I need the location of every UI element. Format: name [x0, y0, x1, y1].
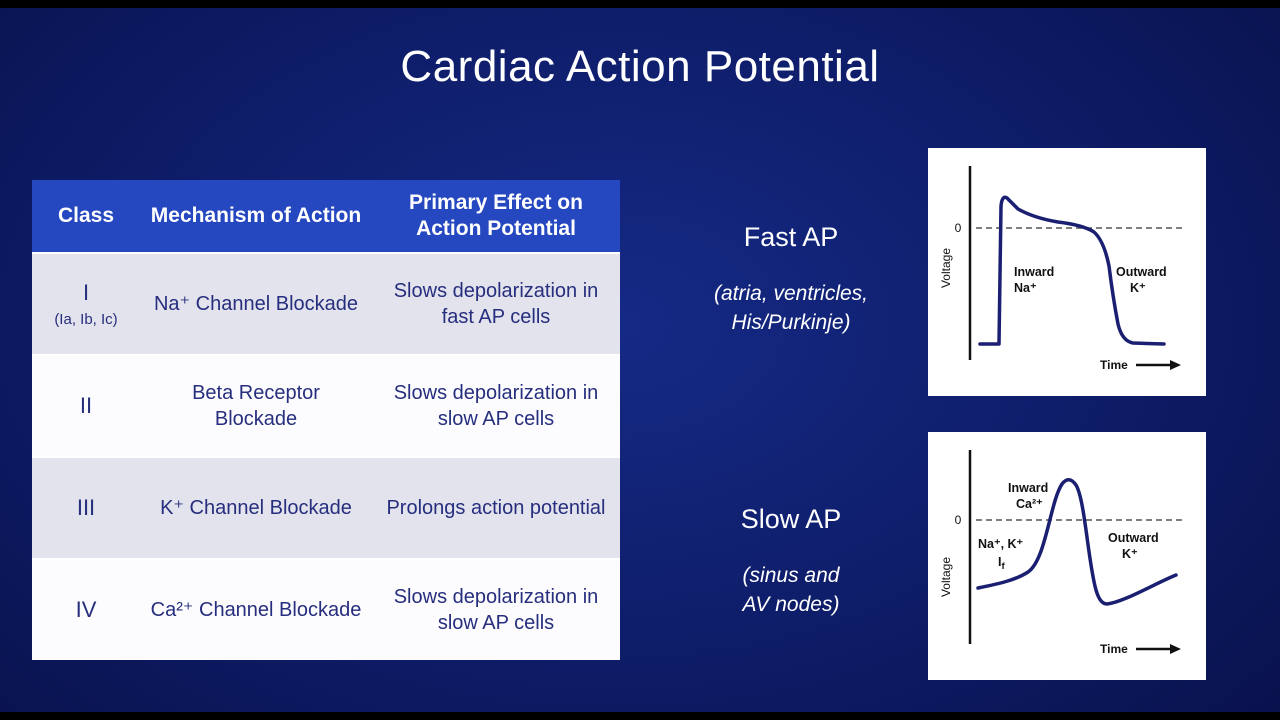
fast-ap-label-block: Fast AP (atria, ventricles, His/Purkinje… — [676, 222, 906, 338]
slow-ap-subtitle: (sinus and AV nodes) — [742, 564, 840, 617]
slow-ap-graph: Voltage 0 Na⁺, K⁺ If Inward Ca²⁺ Outward… — [939, 450, 1184, 656]
cell-mechanism: Na⁺ Channel Blockade — [153, 293, 358, 315]
fast-ap-graph-panel: Voltage 0 Inward Na⁺ Outward K⁺ Time — [928, 148, 1206, 396]
inward-na-label-line1: Inward — [1014, 265, 1054, 279]
slide-title: Cardiac Action Potential — [400, 42, 880, 91]
fast-ap-curve — [978, 195, 1166, 346]
cell-effect: Slows depolarization in slow AP cells — [393, 586, 599, 634]
time-arrow-head — [1170, 644, 1181, 654]
cell-mechanism: Beta Receptor Blockade — [192, 382, 320, 430]
y-axis-label: Voltage — [939, 248, 953, 288]
class-numeral: III — [76, 494, 96, 520]
time-axis-label: Time — [1100, 358, 1128, 372]
na-k-label: Na⁺, K⁺ — [978, 537, 1024, 551]
inward-ca-label-line2: Ca²⁺ — [1016, 497, 1043, 511]
antiarrhythmic-class-table: Class Mechanism of Action Primary Effect… — [32, 180, 620, 660]
table-row: II Beta Receptor Blockade Slows depolari… — [32, 354, 620, 456]
cell-class: III — [32, 486, 140, 531]
cell-effect: Slows depolarization in fast AP cells — [393, 280, 599, 328]
cell-effect: Slows depolarization in slow AP cells — [393, 382, 599, 430]
table-header-row: Class Mechanism of Action Primary Effect… — [32, 180, 620, 252]
y-axis-label: Voltage — [939, 557, 953, 597]
class-subtypes: (Ia, Ib, Ic) — [54, 310, 118, 328]
fast-ap-graph: Voltage 0 Inward Na⁺ Outward K⁺ Time — [939, 166, 1184, 372]
inward-na-label-line2: Na⁺ — [1014, 281, 1037, 295]
zero-tick-label: 0 — [955, 513, 962, 527]
time-axis-label: Time — [1100, 642, 1128, 656]
fast-ap-title: Fast AP — [743, 222, 839, 252]
table-row: I (Ia, Ib, Ic) Na⁺ Channel Blockade Slow… — [32, 252, 620, 354]
outward-k-label-line1: Outward — [1116, 265, 1167, 279]
cell-class: IV — [32, 588, 140, 633]
zero-tick-label: 0 — [955, 221, 962, 235]
header-mechanism: Mechanism of Action — [150, 203, 362, 227]
cell-class: II — [32, 384, 140, 429]
header-effect: Primary Effect on Action Potential — [409, 190, 583, 240]
header-class: Class — [57, 203, 115, 227]
outward-k-label-line2: K⁺ — [1130, 281, 1146, 295]
fast-ap-subtitle: (atria, ventricles, His/Purkinje) — [713, 282, 869, 335]
class-numeral: II — [79, 392, 93, 418]
cell-mechanism: K⁺ Channel Blockade — [160, 497, 352, 519]
inward-ca-label-line1: Inward — [1008, 481, 1048, 495]
outward-k-label-line1: Outward — [1108, 531, 1159, 545]
slow-ap-title: Slow AP — [740, 504, 842, 534]
slow-ap-curve — [976, 478, 1178, 606]
outward-k-label-line2: K⁺ — [1122, 547, 1138, 561]
cell-mechanism: Ca²⁺ Channel Blockade — [150, 599, 362, 621]
class-numeral: I — [82, 279, 90, 305]
slow-ap-graph-panel: Voltage 0 Na⁺, K⁺ If Inward Ca²⁺ Outward… — [928, 432, 1206, 680]
if-current-label: If — [998, 555, 1005, 572]
time-arrow-head — [1170, 360, 1181, 370]
table-row: IV Ca²⁺ Channel Blockade Slows depolariz… — [32, 558, 620, 660]
cell-effect: Prolongs action potential — [386, 497, 606, 519]
cell-class: I (Ia, Ib, Ic) — [32, 271, 140, 337]
class-numeral: IV — [75, 596, 97, 622]
slow-ap-label-block: Slow AP (sinus and AV nodes) — [676, 504, 906, 620]
slide-background: Cardiac Action Potential Class Mechanism… — [0, 8, 1280, 712]
table-row: III K⁺ Channel Blockade Prolongs action … — [32, 456, 620, 558]
